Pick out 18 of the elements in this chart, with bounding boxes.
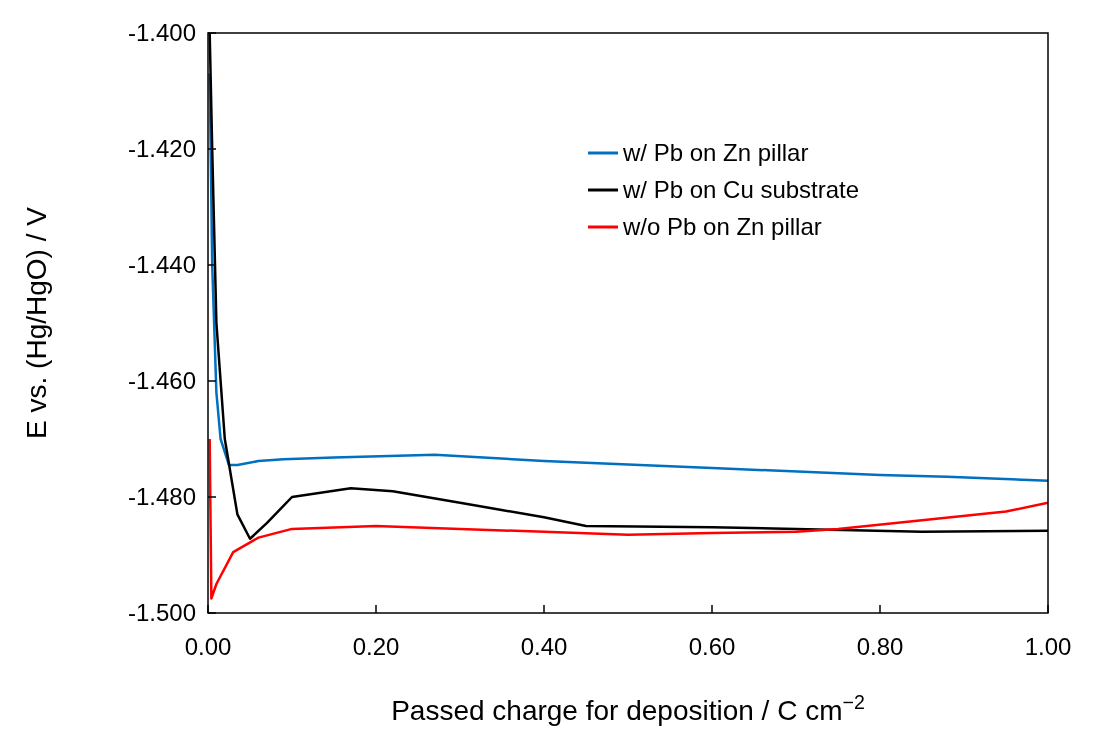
y-axis-title: E vs. (Hg/HgO) / V (21, 206, 52, 439)
x-tick-label: 1.00 (1024, 633, 1072, 660)
x-tick-label: 0.20 (352, 633, 400, 660)
y-tick-label: -1.420 (127, 135, 196, 163)
x-tick-label: 0.60 (688, 633, 736, 660)
legend-label: w/ Pb on Cu substrate (622, 176, 860, 204)
x-tick-label: 0.00 (184, 633, 232, 660)
y-tick-label: -1.400 (127, 19, 196, 47)
x-tick-label: 0.40 (520, 633, 568, 660)
y-tick-label: -1.500 (127, 599, 196, 627)
x-tick-label: 0.80 (856, 633, 904, 660)
y-tick-label: -1.480 (127, 483, 196, 511)
line-series (208, 437, 1050, 600)
y-tick-label: -1.460 (127, 367, 196, 395)
legend-label: w/ Pb on Zn pillar (622, 139, 809, 167)
x-axis-title: Passed charge for deposition / C cm$^{−2}$ (391, 691, 865, 726)
legend-label: w/o Pb on Zn pillar (622, 213, 822, 241)
y-tick-label: -1.440 (127, 251, 196, 279)
